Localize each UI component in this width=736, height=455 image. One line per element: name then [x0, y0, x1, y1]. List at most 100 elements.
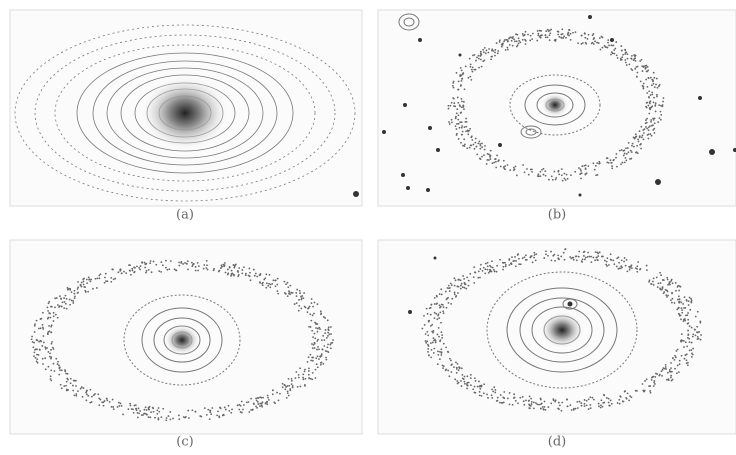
ring-dot	[162, 408, 164, 410]
ring-dot	[57, 363, 59, 365]
ring-dot	[568, 29, 570, 31]
ring-dot	[600, 399, 602, 401]
ring-dot	[44, 346, 46, 348]
ring-dot	[522, 33, 524, 35]
ring-dot	[465, 65, 467, 67]
ring-dot	[683, 346, 685, 348]
ring-dot	[646, 92, 648, 94]
ring-dot	[675, 290, 677, 292]
panel-label: (b)	[548, 208, 566, 223]
ring-dot	[643, 138, 645, 140]
ring-dot	[646, 378, 648, 380]
ring-dot	[505, 265, 507, 267]
ring-dot	[586, 172, 588, 174]
ring-dot	[656, 373, 658, 375]
ring-dot	[584, 403, 586, 405]
ring-dot	[453, 87, 455, 89]
ring-dot	[557, 255, 559, 257]
ring-dot	[287, 392, 289, 394]
ring-dot	[464, 143, 466, 145]
ring-dot	[509, 44, 511, 46]
ring-dot	[451, 119, 453, 121]
ring-dot	[513, 393, 515, 395]
ring-dot	[324, 332, 326, 334]
ring-dot	[99, 277, 101, 279]
ring-dot	[584, 33, 586, 35]
ring-dot	[474, 386, 476, 388]
ring-dot	[434, 317, 436, 319]
ring-dot	[51, 341, 53, 343]
ring-dot	[581, 405, 583, 407]
ring-dot	[642, 70, 644, 72]
ring-dot	[637, 72, 639, 74]
ring-dot	[486, 394, 488, 396]
ring-dot	[451, 298, 453, 300]
ring-dot	[653, 284, 655, 286]
ring-dot	[503, 160, 505, 162]
ring-dot	[547, 36, 549, 38]
ring-dot	[681, 333, 683, 335]
ring-dot	[650, 94, 652, 96]
ring-dot	[229, 266, 231, 268]
ring-dot	[652, 376, 654, 378]
star	[568, 302, 573, 307]
ring-dot	[476, 146, 478, 148]
star	[418, 38, 422, 42]
ring-dot	[312, 360, 314, 362]
ring-dot	[77, 390, 79, 392]
ring-dot	[474, 272, 476, 274]
ring-dot	[60, 384, 62, 386]
ring-dot	[493, 386, 495, 388]
ring-dot	[661, 375, 663, 377]
ring-dot	[553, 254, 555, 256]
ring-dot	[584, 399, 586, 401]
ring-dot	[475, 138, 477, 140]
ring-dot	[511, 40, 513, 42]
ring-dot	[464, 121, 466, 123]
ring-dot	[452, 85, 454, 87]
ring-dot	[86, 282, 88, 284]
ring-dot	[301, 295, 303, 297]
ring-dot	[486, 159, 488, 161]
ring-dot	[169, 411, 171, 413]
ring-dot	[600, 404, 602, 406]
ring-dot	[563, 35, 565, 37]
ring-dot	[267, 285, 269, 287]
ring-dot	[240, 405, 242, 407]
ring-dot	[611, 167, 613, 169]
ring-dot	[624, 153, 626, 155]
ring-dot	[652, 129, 654, 131]
ring-dot	[653, 77, 655, 79]
ring-dot	[651, 94, 653, 96]
ring-dot	[265, 287, 267, 289]
ring-dot	[261, 406, 263, 408]
ring-dot	[228, 405, 230, 407]
ring-dot	[642, 134, 644, 136]
ring-dot	[499, 259, 501, 261]
ring-dot	[508, 259, 510, 261]
ring-dot	[325, 357, 327, 359]
ring-dot	[545, 30, 547, 32]
ring-dot	[270, 284, 272, 286]
ring-dot	[629, 269, 631, 271]
ring-dot	[253, 403, 255, 405]
ring-dot	[633, 146, 635, 148]
ring-dot	[439, 304, 441, 306]
ring-dot	[160, 261, 162, 263]
ring-dot	[610, 44, 612, 46]
ring-dot	[655, 84, 657, 86]
ring-dot	[448, 302, 450, 304]
ring-dot	[689, 309, 691, 311]
ring-dot	[584, 258, 586, 260]
ring-dot	[669, 281, 671, 283]
ring-dot	[489, 271, 491, 273]
ring-dot	[491, 397, 493, 399]
ring-dot	[430, 342, 432, 344]
ring-dot	[195, 270, 197, 272]
ring-dot	[455, 361, 457, 363]
ring-dot	[85, 399, 87, 401]
ring-dot	[269, 287, 271, 289]
ring-dot	[619, 403, 621, 405]
ring-dot	[622, 400, 624, 402]
ring-dot	[462, 106, 464, 108]
